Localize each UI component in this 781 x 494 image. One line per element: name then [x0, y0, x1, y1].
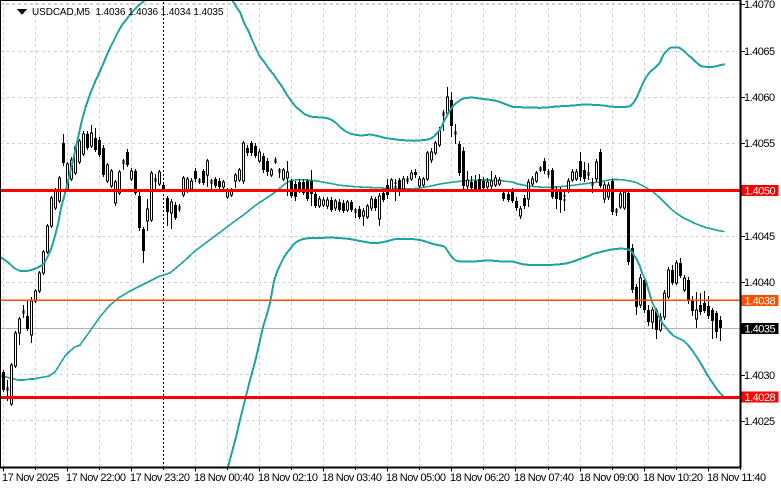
svg-text:1.4028: 1.4028	[745, 392, 776, 404]
svg-text:1.4040: 1.4040	[744, 277, 775, 289]
svg-text:18 Nov 06:20: 18 Nov 06:20	[450, 472, 510, 484]
svg-text:18 Nov 03:40: 18 Nov 03:40	[322, 472, 382, 484]
svg-text:18 Nov 07:40: 18 Nov 07:40	[514, 472, 574, 484]
svg-text:1.4038: 1.4038	[745, 296, 776, 308]
svg-text:1.4045: 1.4045	[744, 231, 775, 243]
svg-text:1.4025: 1.4025	[744, 416, 775, 428]
svg-text:17 Nov 23:20: 17 Nov 23:20	[130, 472, 190, 484]
svg-text:1.4065: 1.4065	[744, 46, 775, 58]
svg-text:17 Nov 2025: 17 Nov 2025	[2, 472, 59, 484]
svg-text:18 Nov 02:10: 18 Nov 02:10	[258, 472, 318, 484]
svg-text:1.4030: 1.4030	[744, 370, 775, 382]
svg-text:1.4060: 1.4060	[744, 92, 775, 104]
svg-text:1.4035: 1.4035	[745, 324, 776, 336]
svg-text:18 Nov 05:00: 18 Nov 05:00	[386, 472, 446, 484]
svg-text:USDCAD,M5 1.4036 1.4036 1.403: USDCAD,M5 1.4036 1.4036 1.4034 1.4035	[32, 7, 224, 18]
svg-text:18 Nov 10:20: 18 Nov 10:20	[643, 472, 703, 484]
svg-text:1.4050: 1.4050	[745, 186, 776, 198]
svg-text:1.4070: 1.4070	[744, 0, 775, 11]
svg-text:18 Nov 09:00: 18 Nov 09:00	[579, 472, 639, 484]
svg-text:1.4055: 1.4055	[744, 138, 775, 150]
svg-text:18 Nov 11:40: 18 Nov 11:40	[707, 472, 766, 484]
svg-text:17 Nov 22:00: 17 Nov 22:00	[66, 472, 126, 484]
svg-text:18 Nov 00:40: 18 Nov 00:40	[194, 472, 254, 484]
